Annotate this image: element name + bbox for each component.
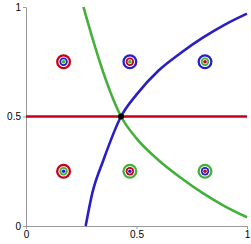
marker-gap	[125, 166, 135, 176]
marker-ring	[122, 164, 137, 179]
tick-label: 0.5	[130, 229, 144, 240]
marker-dot	[203, 60, 207, 64]
marker-dot	[62, 60, 66, 64]
marker-ring	[126, 167, 134, 175]
marks	[26, 7, 247, 226]
marker-gap	[127, 59, 132, 64]
chart: 00.5100.51	[0, 0, 251, 244]
marker-gap	[203, 169, 208, 174]
marker-gap	[61, 169, 66, 174]
marker-ring	[59, 58, 67, 66]
marker-ring	[198, 164, 213, 179]
marker-gap	[203, 59, 208, 64]
marker-gap	[200, 166, 210, 176]
marker-gap	[61, 59, 66, 64]
tick-label: 0.5	[7, 111, 21, 122]
line	[26, 115, 247, 118]
marker-dot	[128, 60, 132, 64]
marker-gap	[58, 57, 68, 67]
tick-label: 1	[245, 229, 251, 240]
x-axis: 00.51	[24, 226, 251, 240]
marker-ring	[56, 54, 71, 69]
y-axis: 00.51	[7, 2, 26, 232]
line	[86, 14, 247, 226]
marker-ring	[122, 54, 137, 69]
tick: 0.5	[130, 226, 144, 240]
marker-gap	[127, 169, 132, 174]
tick-label: 0	[15, 221, 21, 232]
line	[83, 7, 247, 217]
tick-label: 0	[24, 229, 30, 240]
marker-dot	[203, 169, 207, 173]
tick: 0	[24, 226, 30, 240]
marker-ring	[198, 54, 213, 69]
tick-label: 1	[15, 2, 21, 13]
marker-gap	[125, 57, 135, 67]
tick: 1	[15, 2, 26, 13]
marker-gap	[200, 57, 210, 67]
marker-dot	[62, 169, 66, 173]
marker-dot	[118, 114, 124, 120]
tick: 0	[15, 221, 26, 232]
marker-ring	[56, 164, 71, 179]
plot: 00.5100.51	[7, 2, 251, 240]
marker-ring	[126, 58, 134, 66]
tick-mark	[23, 117, 26, 118]
tick: 1	[245, 226, 251, 240]
tick: 0.5	[7, 111, 26, 122]
tick-mark	[23, 7, 26, 8]
marker-ring	[201, 58, 209, 66]
marker-gap	[58, 166, 68, 176]
marker-dot	[128, 169, 132, 173]
tick-mark	[23, 226, 26, 227]
marker-ring	[201, 167, 209, 175]
marker-ring	[59, 167, 67, 175]
